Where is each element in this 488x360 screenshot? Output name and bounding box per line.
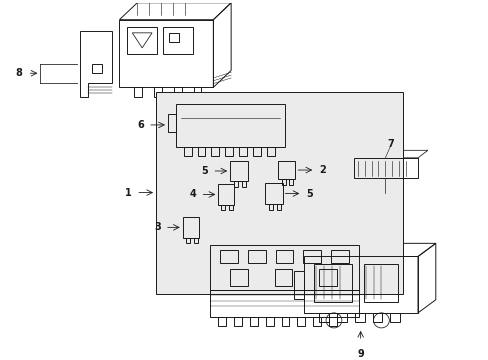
Bar (304, 256, 417, 313)
Bar (314, 264, 351, 302)
Bar (363, 264, 397, 302)
Bar (297, 317, 305, 326)
Text: 8: 8 (16, 68, 22, 78)
Bar (277, 161, 295, 179)
Bar (175, 104, 284, 147)
Text: 5: 5 (305, 189, 312, 198)
Text: 3: 3 (154, 222, 161, 232)
Bar (319, 269, 336, 285)
Bar (313, 317, 321, 326)
Text: 1: 1 (124, 188, 131, 198)
Bar (289, 179, 293, 185)
Text: 2: 2 (319, 165, 325, 175)
Bar (265, 317, 273, 326)
Bar (210, 290, 358, 317)
Text: 7: 7 (386, 139, 393, 149)
Bar (281, 179, 285, 185)
Bar (211, 147, 219, 156)
Text: 9: 9 (357, 348, 363, 359)
Text: 5: 5 (201, 166, 208, 176)
Bar (389, 313, 399, 322)
Bar (249, 317, 257, 326)
Bar (276, 204, 280, 210)
Bar (197, 147, 205, 156)
Bar (220, 250, 238, 263)
Bar (229, 205, 233, 211)
Bar (354, 313, 364, 322)
Bar (92, 64, 102, 73)
Bar (167, 114, 175, 132)
Bar (218, 184, 234, 205)
Bar (154, 87, 162, 97)
Bar (328, 317, 336, 326)
Bar (234, 181, 238, 187)
Text: 4: 4 (189, 189, 196, 199)
Bar (230, 161, 247, 181)
Bar (185, 238, 189, 243)
Bar (239, 147, 246, 156)
Bar (281, 317, 289, 326)
Bar (372, 313, 382, 322)
Bar (156, 92, 402, 294)
Bar (303, 250, 321, 263)
Bar (336, 313, 346, 322)
Bar (294, 271, 304, 299)
Bar (163, 27, 192, 54)
Bar (193, 87, 201, 97)
Bar (218, 317, 226, 326)
Bar (134, 87, 142, 97)
Bar (275, 250, 293, 263)
Bar (183, 217, 198, 238)
Bar (242, 181, 245, 187)
Bar (268, 204, 272, 210)
Bar (173, 87, 182, 97)
Bar (353, 158, 417, 179)
Text: 6: 6 (137, 120, 144, 130)
Bar (252, 147, 260, 156)
Bar (225, 147, 233, 156)
Bar (230, 269, 247, 285)
Bar (127, 27, 157, 54)
Bar (210, 245, 358, 290)
Bar (193, 238, 197, 243)
Bar (234, 317, 242, 326)
Bar (319, 313, 328, 322)
Bar (274, 269, 292, 285)
Bar (266, 147, 274, 156)
Bar (264, 183, 282, 204)
Bar (247, 250, 265, 263)
Bar (221, 205, 225, 211)
Bar (330, 250, 348, 263)
Bar (168, 33, 179, 42)
Bar (119, 20, 213, 87)
Bar (183, 147, 191, 156)
